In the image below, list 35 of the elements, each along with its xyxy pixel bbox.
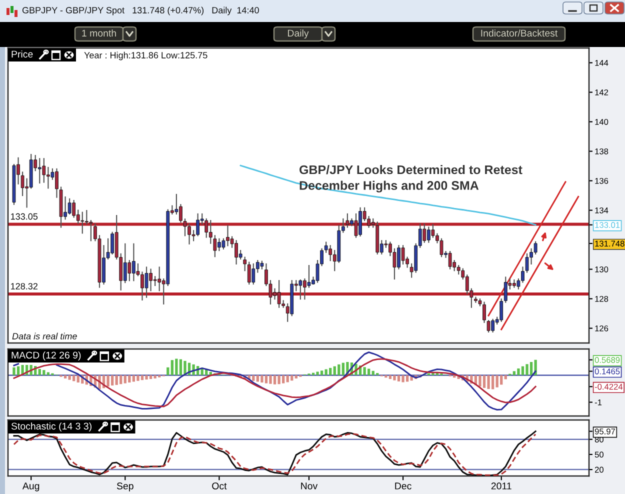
y-tick-label: 136	[595, 178, 608, 184]
chart-title: GBPJPY - GBP/JPY Spot 131.748 (+0.47%) Daily 14:40	[22, 6, 259, 16]
y-tick-label: 131.748	[595, 240, 624, 247]
y-tick-label: 0.5689	[594, 357, 620, 363]
y-tick-label: -0.4224	[594, 384, 623, 390]
y-tick-label: 50	[594, 452, 604, 458]
y-tick-label: 138	[595, 148, 608, 154]
chart-title: Stochastic (14 3 3)	[11, 422, 92, 432]
y-tick-label: -1	[594, 400, 602, 406]
y-tick-label: 126	[595, 325, 608, 332]
ref-line-label: 133.05	[11, 213, 38, 220]
text: 1 month	[82, 29, 116, 37]
y-tick-label: 0.1465	[594, 368, 620, 374]
y-tick-label: 128	[595, 296, 608, 302]
x-tick-label: Dec	[395, 482, 412, 490]
x-tick-label: Oct	[212, 482, 227, 490]
y-tick-label: 95.97	[594, 428, 615, 434]
annotation: Year : High:131.86 Low:125.75	[84, 52, 208, 60]
y-tick-label: 144	[595, 60, 608, 66]
text: Indicator/Backtest	[481, 29, 558, 37]
y-tick-label: 130	[595, 266, 608, 272]
y-tick-label: 142	[595, 89, 608, 96]
ref-line-label: 128.32	[11, 283, 38, 290]
x-tick-label: Nov	[301, 482, 318, 490]
y-tick-label: 133.01	[595, 222, 620, 228]
text: Daily	[288, 29, 309, 39]
x-tick-label: Sep	[116, 482, 134, 492]
y-tick-label: 20	[594, 466, 604, 473]
chart-subtitle: Price	[12, 50, 33, 58]
y-tick-label: 140	[595, 118, 608, 125]
y-tick-label: 134	[595, 207, 608, 214]
annotation: Data is real time	[12, 332, 77, 340]
chart-title: MACD (12 26 9)	[12, 351, 81, 361]
x-tick-label: Aug	[22, 482, 40, 492]
x-tick-label: 2011	[491, 482, 512, 490]
